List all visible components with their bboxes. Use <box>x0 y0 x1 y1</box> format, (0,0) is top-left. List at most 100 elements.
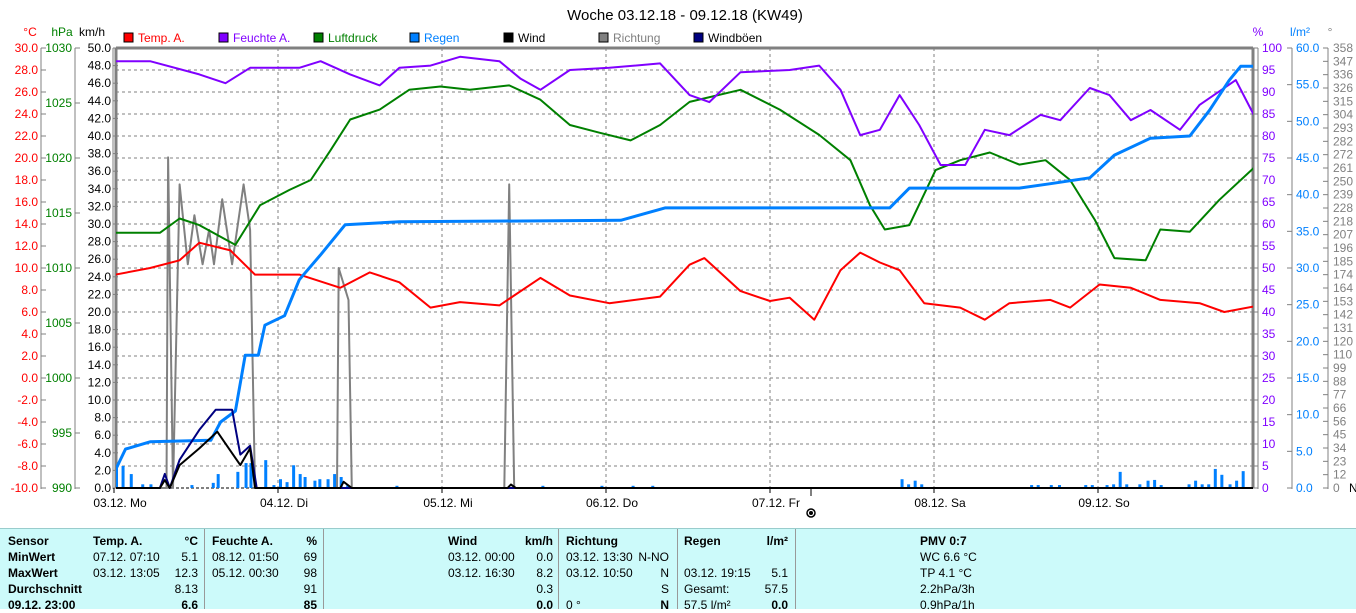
legend-swatch-3 <box>409 32 420 43</box>
axis-tick-label-humidity: 65 <box>1262 195 1276 209</box>
header-temp-unit: °C <box>184 534 198 548</box>
axis-tick-label-wind: 28.0 <box>88 235 112 249</box>
x-tick-label: 03.12. Mo <box>93 496 147 510</box>
now-marker-icon-dot <box>809 511 813 515</box>
axis-unit-pressure: hPa <box>51 25 73 39</box>
axis-tick-label-wind: 48.0 <box>88 59 112 73</box>
rain-bar-30 <box>907 484 911 488</box>
series-line-wind <box>116 430 1253 489</box>
pmv-value: TP 4.1 °C <box>920 566 972 580</box>
axis-tick-label-temp: 4.0 <box>21 327 38 341</box>
axis-tick-label-temp: 18.0 <box>15 173 39 187</box>
axis-tick-label-humidity: 75 <box>1262 151 1276 165</box>
axis-tick-label-pressure: 1015 <box>45 206 72 220</box>
x-tick-label: 08.12. Sa <box>914 496 966 510</box>
axis-tick-label-temp: -2.0 <box>17 393 38 407</box>
axis-tick-label-direction: 250 <box>1333 174 1353 188</box>
header-rain: Regen <box>684 534 721 548</box>
axis-tick-label-direction: 12 <box>1333 468 1347 482</box>
x-tick-label: 04.12. Di <box>260 496 308 510</box>
rain-bar-5 <box>190 485 194 488</box>
axis-tick-label-wind: 8.0 <box>94 411 111 425</box>
rain-bar-28 <box>651 485 655 488</box>
x-tick-label: 06.12. Do <box>586 496 638 510</box>
axis-tick-label-direction: 282 <box>1333 134 1353 148</box>
rain-bar-38 <box>1090 485 1094 488</box>
legend-swatch-6 <box>693 32 704 43</box>
axis-tick-label-humidity: 20 <box>1262 393 1276 407</box>
axis-tick-label-humidity: 35 <box>1262 327 1276 341</box>
axis-tick-label-direction: 142 <box>1333 308 1353 322</box>
axis-tick-label-wind: 30.0 <box>88 217 112 231</box>
divider <box>795 529 796 609</box>
rain-bar-34 <box>1036 485 1040 488</box>
axis-tick-label-humidity: 45 <box>1262 283 1276 297</box>
header-wind: Wind <box>448 534 478 548</box>
axis-tick-label-direction: 293 <box>1333 121 1353 135</box>
rain-bar-23 <box>346 485 350 488</box>
rain-value: 0.0 <box>771 598 788 612</box>
axis-tick-label-wind: 36.0 <box>88 164 112 178</box>
axis-tick-label-direction: 120 <box>1333 334 1353 348</box>
header-temp: Temp. A. <box>93 534 143 548</box>
axis-tick-label-direction: 164 <box>1333 281 1353 295</box>
axis-tick-label-wind: 12.0 <box>88 375 112 389</box>
direction-time: 0 ° <box>566 598 581 612</box>
weather-chart: Woche 03.12.18 - 09.12.18 (KW49) Temp. A.… <box>11 7 1356 518</box>
axis-tick-label-direction: 66 <box>1333 401 1347 415</box>
rain-bar-54 <box>1235 480 1239 488</box>
axis-tick-label-pressure: 1025 <box>45 96 72 110</box>
axis-tick-label-humidity: 0 <box>1262 481 1269 495</box>
axis-tick-label-humidity: 100 <box>1262 41 1282 55</box>
rain-bar-15 <box>292 465 296 488</box>
axis-tick-label-rain: 10.0 <box>1296 408 1320 422</box>
rain-bar-13 <box>279 479 282 488</box>
row-label: MinWert <box>8 550 56 564</box>
axis-tick-label-humidity: 70 <box>1262 173 1276 187</box>
axis-tick-label-temp: 10.0 <box>15 261 39 275</box>
rain-bar-12 <box>272 485 276 488</box>
axis-tick-label-direction: 228 <box>1333 201 1353 215</box>
legend-label: Regen <box>424 31 459 45</box>
humidity-value: 98 <box>303 566 317 580</box>
axis-tick-label-direction: 23 <box>1333 454 1347 468</box>
axis-tick-label-direction: 77 <box>1333 388 1347 402</box>
axis-unit-rain: l/m² <box>1290 25 1310 39</box>
axis-tick-label-direction: 174 <box>1333 268 1353 282</box>
axis-tick-label-temp: 6.0 <box>21 305 38 319</box>
series-line-feuchte-a- <box>116 55 1253 166</box>
axis-tick-label-humidity: 60 <box>1262 217 1276 231</box>
axis-tick-label-temp: 14.0 <box>15 217 39 231</box>
rain-bar-11 <box>264 460 268 488</box>
rain-bar-43 <box>1138 484 1142 488</box>
direction-value: N-NO <box>638 550 669 564</box>
rain-time: 03.12. 19:15 <box>684 566 751 580</box>
divider <box>677 529 678 609</box>
rain-bar-16 <box>298 474 302 488</box>
axis-tick-label-temp: 12.0 <box>15 239 39 253</box>
axis-tick-label-direction: 196 <box>1333 241 1353 255</box>
axis-tick-label-direction: 315 <box>1333 94 1353 108</box>
divider <box>204 529 205 609</box>
rain-bar-41 <box>1118 471 1122 488</box>
header-sensor: Sensor <box>8 534 49 548</box>
rain-bar-4 <box>149 484 153 488</box>
axis-tick-label-wind: 14.0 <box>88 358 112 372</box>
direction-time: 03.12. 10:50 <box>566 566 633 580</box>
axis-tick-label-rain: 35.0 <box>1296 224 1320 238</box>
row-label: Durchschnitt <box>8 582 83 596</box>
rain-bar-19 <box>318 479 322 488</box>
rain-bar-7 <box>216 474 220 488</box>
legend-label: Temp. A. <box>138 31 185 45</box>
header-direction: Richtung <box>566 534 618 548</box>
rain-bar-3 <box>141 484 145 488</box>
rain-bar-35 <box>1049 485 1053 488</box>
axis-tick-label-direction: 153 <box>1333 294 1353 308</box>
axis-tick-label-temp: -4.0 <box>17 415 38 429</box>
axis-unit-humidity: % <box>1253 25 1264 39</box>
series-line-temp-a- <box>116 241 1253 321</box>
rain-bar-44 <box>1146 480 1150 488</box>
axis-tick-label-temp: 26.0 <box>15 85 39 99</box>
rain-bar-21 <box>333 474 337 488</box>
axis-tick-label-rain: 30.0 <box>1296 261 1320 275</box>
